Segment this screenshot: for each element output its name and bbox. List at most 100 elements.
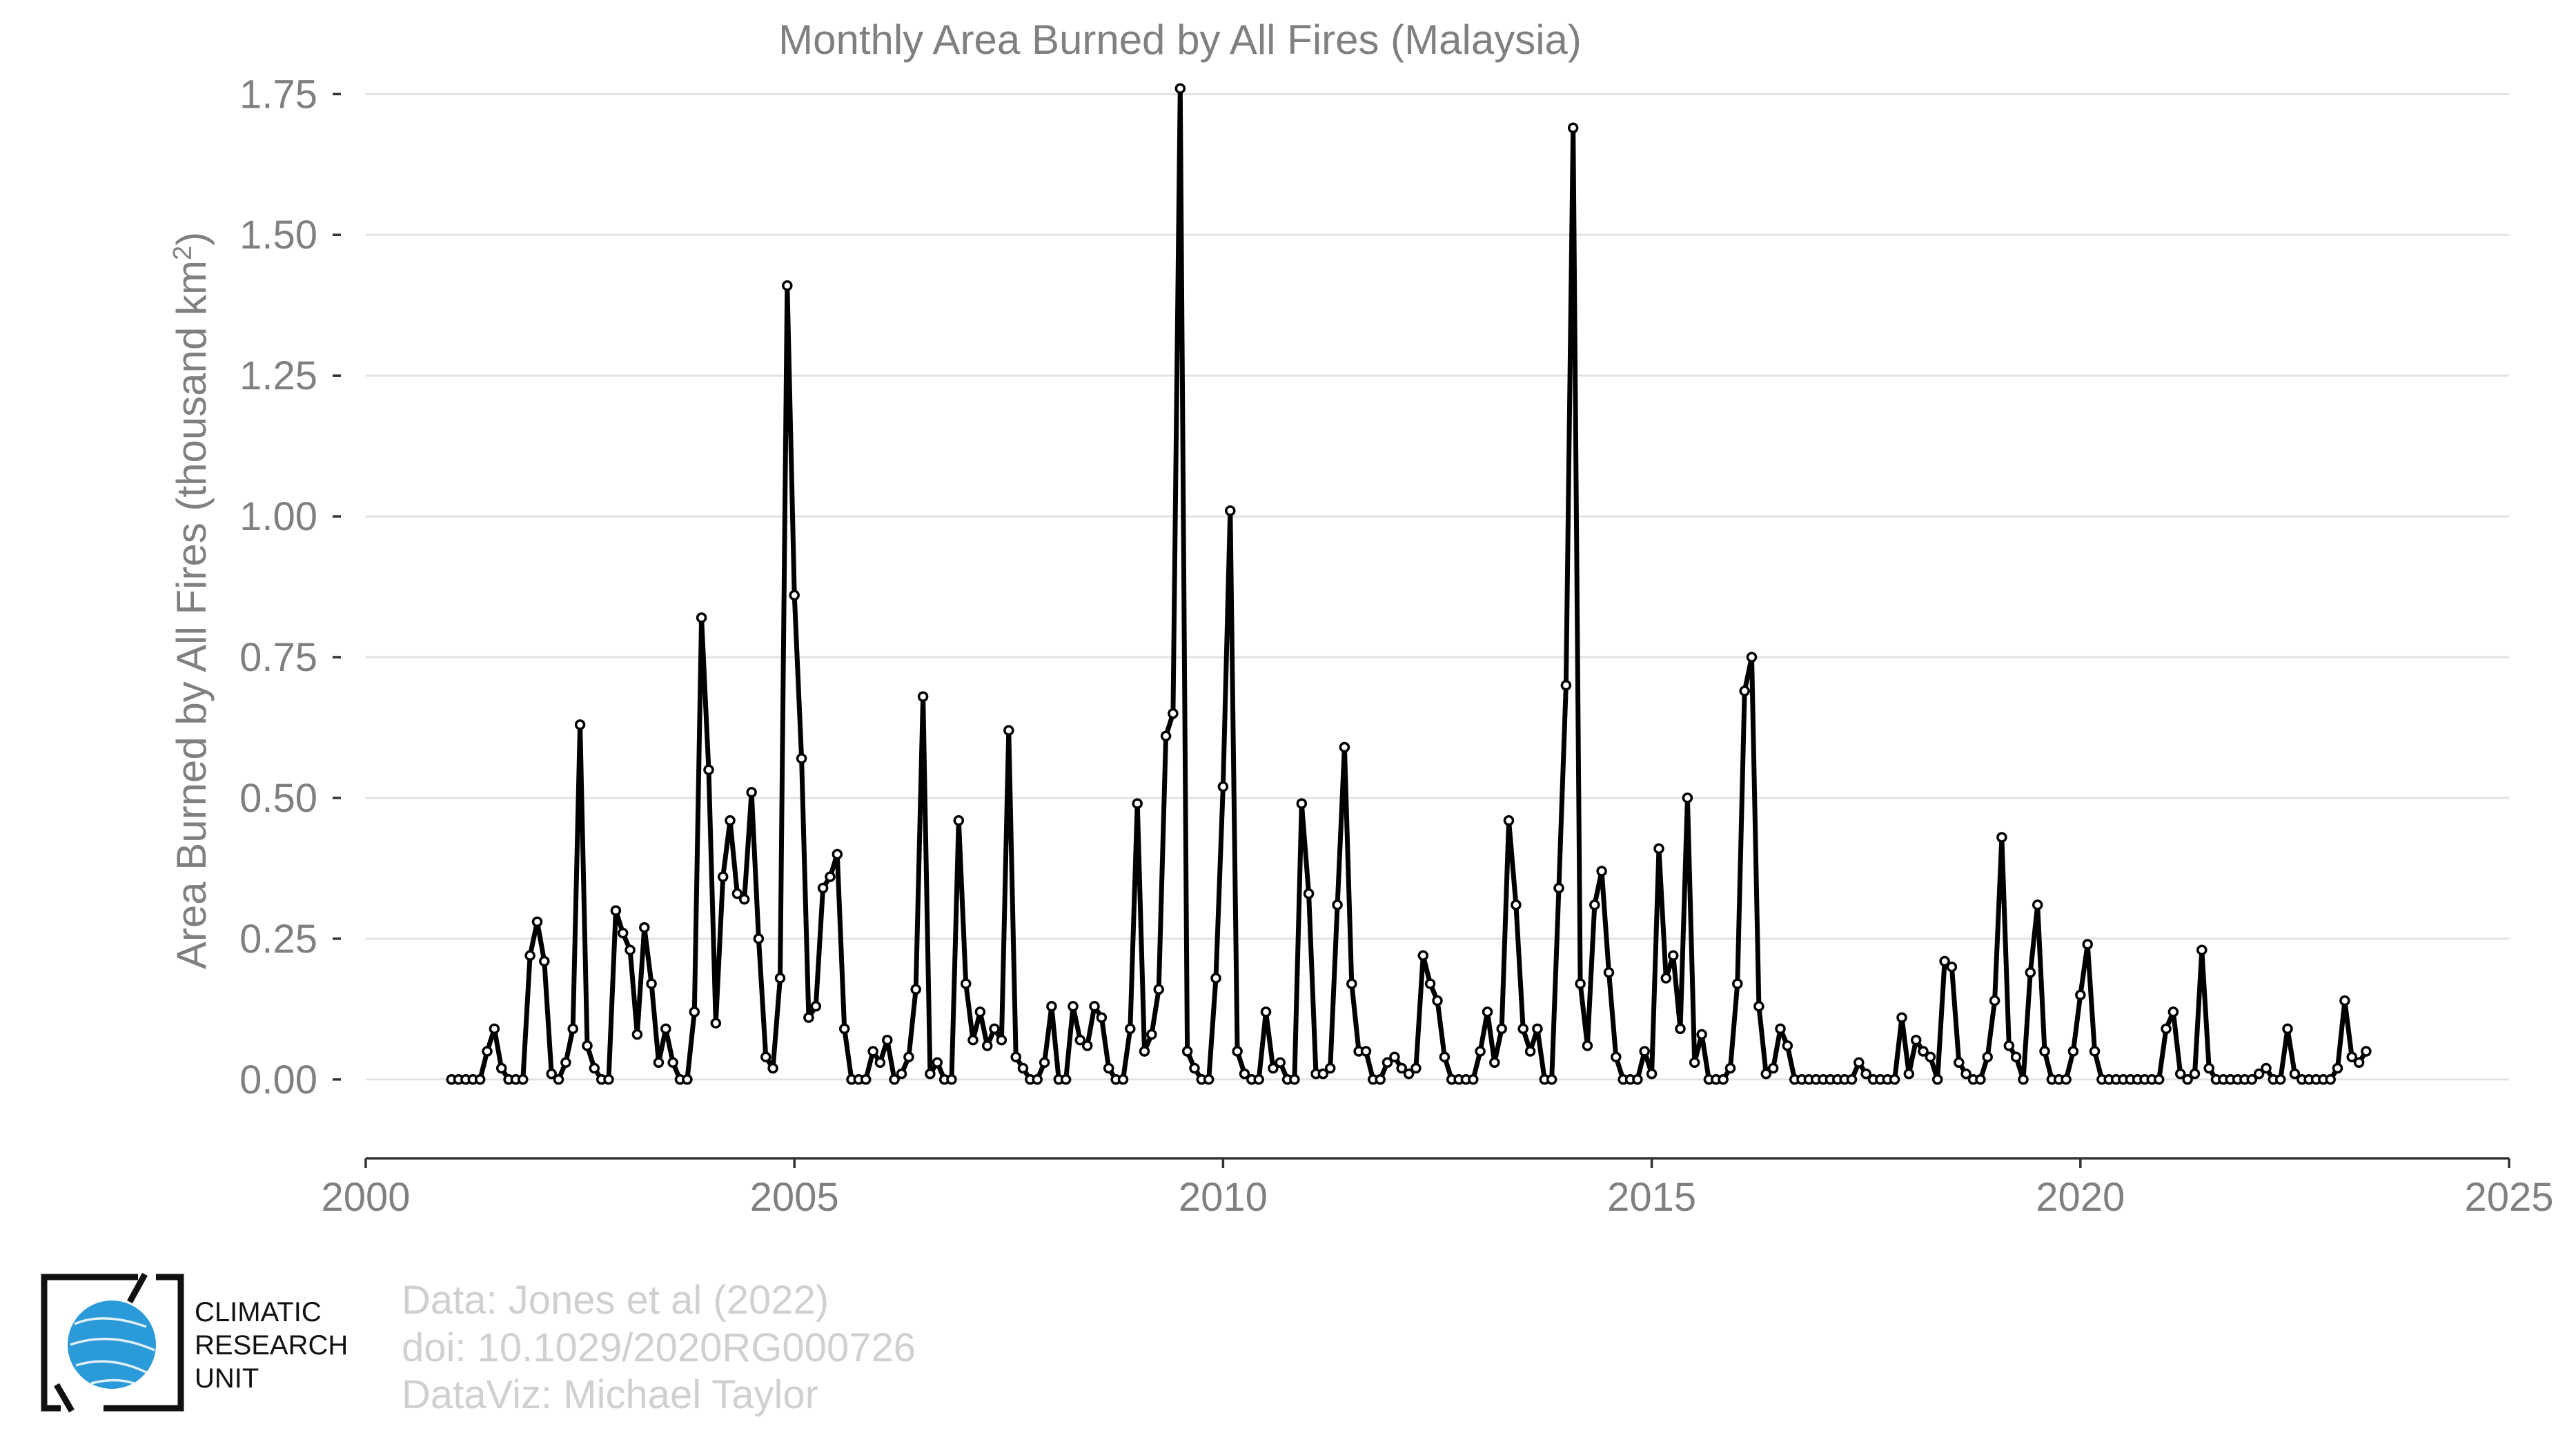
x-tick-label: 2020	[2036, 1175, 2125, 1220]
logo-text-line2: RESEARCH	[195, 1330, 348, 1361]
data-point	[1303, 888, 1315, 899]
data-point	[2253, 1068, 2265, 1080]
data-point	[1524, 1046, 1536, 1057]
data-point	[1603, 967, 1615, 978]
x-axis-ticks: 2000 2005 2010 2015 2020 2025	[321, 1158, 2554, 1220]
y-axis-label: Area Burned by All Fires (thousand km2)	[168, 232, 215, 969]
data-point	[524, 950, 535, 962]
data-point	[646, 978, 657, 989]
credit-dataviz: DataViz: Michael Taylor	[402, 1372, 818, 1417]
data-point	[1346, 978, 1357, 989]
data-point	[2325, 1074, 2336, 1085]
data-point	[1146, 1029, 1157, 1040]
data-point	[2289, 1068, 2301, 1080]
data-point	[1003, 725, 1014, 736]
y-tick-label: 1.25	[239, 353, 317, 398]
data-point	[738, 894, 750, 905]
logo-bracket-right	[104, 1274, 184, 1412]
data-point	[2353, 1057, 2365, 1069]
gridlines	[366, 92, 2509, 1081]
data-point	[553, 1074, 564, 1085]
data-point	[1931, 1074, 1943, 1085]
data-point	[1660, 973, 1672, 984]
data-point	[1489, 1057, 1500, 1069]
data-point	[2339, 995, 2350, 1006]
data-point	[1732, 978, 1743, 989]
data-point	[1567, 122, 1579, 134]
data-point	[567, 1023, 578, 1035]
data-point	[1611, 1051, 1622, 1062]
data-point	[1203, 1074, 1215, 1085]
series-layer	[446, 83, 2372, 1085]
data-point	[474, 1074, 486, 1085]
data-point	[2032, 899, 2043, 910]
data-point	[660, 1023, 671, 1035]
data-point	[1960, 1068, 1972, 1080]
data-point	[1089, 1001, 1100, 1012]
x-tick-label: 2015	[1607, 1175, 1696, 1220]
data-point	[1039, 1057, 1050, 1069]
data-point	[1210, 973, 1221, 984]
data-point	[1939, 955, 1950, 967]
y-axis-label-tail: )	[168, 232, 215, 246]
data-point	[2174, 1068, 2186, 1080]
data-point	[1017, 1062, 1029, 1074]
data-point	[667, 1057, 678, 1069]
data-point	[1575, 978, 1586, 989]
data-point	[1232, 1046, 1243, 1057]
data-point	[960, 978, 972, 989]
data-point	[2018, 1074, 2029, 1085]
data-point	[689, 1006, 700, 1017]
data-point	[1910, 1034, 1922, 1046]
data-point	[1010, 1051, 1021, 1062]
data-point	[832, 848, 843, 860]
credits: Data: Jones et al (2022) doi: 10.1029/20…	[402, 1278, 916, 1417]
data-point	[1432, 995, 1443, 1006]
data-point	[1339, 741, 1350, 753]
x-tick-label: 2025	[2464, 1175, 2553, 1220]
data-point	[1296, 798, 1308, 809]
data-point	[1475, 1046, 1486, 1057]
data-point	[1153, 984, 1164, 995]
data-point	[1982, 1051, 1993, 1062]
data-point	[1753, 1001, 1764, 1012]
data-point	[2282, 1023, 2293, 1035]
data-point	[710, 1017, 722, 1029]
data-point	[1718, 1074, 1729, 1085]
data-point	[1639, 1046, 1650, 1057]
data-point	[953, 815, 965, 826]
data-point	[1596, 866, 1607, 877]
data-point	[789, 590, 800, 601]
data-point	[946, 1074, 957, 1085]
data-point	[1103, 1062, 1114, 1074]
data-point	[1117, 1074, 1129, 1085]
data-point	[725, 815, 736, 826]
data-point	[1253, 1074, 1264, 1085]
data-point	[1139, 1046, 1150, 1057]
data-point	[2246, 1074, 2258, 1085]
data-point	[2182, 1074, 2193, 1085]
data-point	[2082, 939, 2093, 950]
data-point	[1403, 1068, 1415, 1080]
data-point	[796, 753, 807, 764]
data-point	[589, 1062, 600, 1074]
x-tick-label: 2000	[321, 1175, 410, 1220]
data-point	[1582, 1040, 1593, 1051]
data-point	[1239, 1068, 1250, 1080]
y-tick-label: 0.00	[239, 1058, 317, 1102]
data-point	[860, 1074, 872, 1085]
data-point	[625, 944, 636, 955]
data-point	[2010, 1051, 2022, 1062]
y-tick-label: 0.75	[239, 635, 317, 680]
data-point	[1925, 1051, 1936, 1062]
data-point	[874, 1057, 886, 1069]
data-point	[1675, 1023, 1686, 1035]
data-point	[896, 1068, 907, 1080]
data-point	[746, 787, 757, 798]
data-point	[760, 1051, 771, 1062]
data-point	[917, 691, 929, 702]
data-point	[1503, 815, 1515, 826]
data-point	[2039, 1046, 2050, 1057]
data-point	[1181, 1046, 1193, 1057]
data-point	[1410, 1062, 1422, 1074]
